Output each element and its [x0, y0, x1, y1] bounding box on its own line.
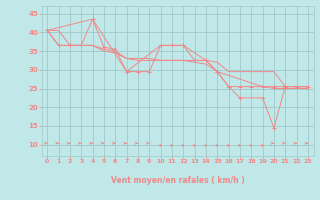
- X-axis label: Vent moyen/en rafales ( km/h ): Vent moyen/en rafales ( km/h ): [111, 176, 244, 185]
